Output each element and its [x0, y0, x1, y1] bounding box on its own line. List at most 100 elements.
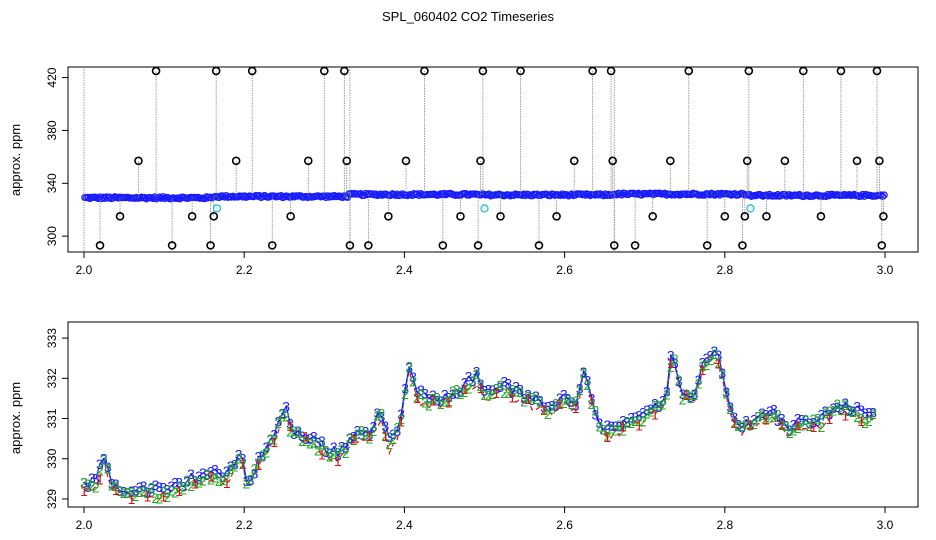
series-3-marker: 3	[136, 479, 144, 495]
series-3-marker: 3	[703, 350, 711, 366]
series-2-marker: 2	[576, 382, 584, 398]
series-2-marker: 2	[500, 385, 508, 401]
series-3-marker: 3	[580, 364, 588, 380]
series-2-marker: 2	[504, 385, 512, 401]
baseline-point	[159, 193, 167, 201]
series-3-marker: 3	[294, 423, 302, 439]
series-2-marker: 2	[433, 390, 441, 406]
outlier-point	[496, 212, 505, 221]
series-3-marker: 3	[663, 383, 671, 399]
series-2-marker: 2	[377, 406, 385, 422]
bottom-x-tick-label: 2.4	[396, 518, 413, 532]
series-3-marker: 3	[588, 390, 596, 406]
series-3-marker: 3	[120, 483, 128, 499]
outlier-point	[134, 156, 143, 166]
series-2-marker: 2	[163, 489, 171, 505]
series-3-marker: 3	[128, 483, 136, 499]
outlier-point	[608, 156, 617, 166]
series-2-marker: 2	[663, 386, 671, 402]
series-3-marker: 3	[635, 408, 643, 424]
series-3-marker: 3	[623, 415, 631, 431]
outlier-point	[345, 241, 355, 250]
series-3-marker: 3	[362, 424, 370, 440]
series-2-marker: 2	[326, 448, 334, 464]
series-1-marker: 1	[667, 355, 675, 371]
bottom-x-tick-label: 2.6	[556, 518, 573, 532]
bottom-y-tick-label: 333	[45, 328, 59, 348]
series-3-marker: 3	[370, 419, 378, 435]
series-2-marker: 2	[373, 407, 381, 423]
series-3-marker: 3	[825, 406, 833, 422]
series-2-marker: 2	[635, 413, 643, 429]
outlier-point	[231, 156, 241, 166]
series-3-marker: 3	[786, 422, 794, 438]
series-2-marker: 2	[548, 400, 556, 416]
series-1-marker: 1	[112, 482, 120, 498]
series-2-marker: 2	[393, 420, 401, 436]
bottom-x-tick-label: 3.0	[877, 518, 894, 532]
series-2-marker: 2	[865, 413, 873, 429]
series-3-marker: 3	[211, 461, 219, 477]
series-3-marker: 3	[481, 382, 489, 398]
outlier-point	[836, 66, 846, 76]
outlier-point	[762, 212, 771, 221]
series-3-marker: 3	[528, 392, 536, 408]
series-3-marker: 3	[140, 478, 148, 494]
baseline-point	[277, 191, 285, 200]
series-3-marker: 3	[346, 430, 354, 446]
top-panel: 2.0 2.2 2.4 2.6 2.8 3.0 300 340 380 420 approx. …	[8, 66, 919, 277]
series-2-marker: 2	[556, 396, 564, 412]
series-2-marker: 2	[810, 411, 818, 427]
baseline-point	[415, 191, 423, 200]
series-3-marker: 3	[259, 448, 267, 464]
series-3-marker: 3	[599, 422, 607, 438]
series-2-marker: 2	[255, 455, 263, 471]
outlier-point	[247, 66, 257, 76]
series-2-marker: 2	[588, 396, 596, 412]
series-3-marker: 3	[718, 365, 726, 381]
series-3-marker: 3	[199, 465, 207, 481]
series-1-marker: 1	[746, 417, 754, 433]
series-2-marker: 2	[758, 407, 766, 423]
series-3-marker: 3	[802, 412, 810, 428]
outlier-point	[552, 212, 561, 221]
series-3-marker: 3	[104, 459, 112, 475]
series-3-marker: 3	[203, 467, 211, 483]
baseline-point	[151, 193, 159, 201]
series-3-marker: 3	[524, 387, 532, 403]
series-1-marker: 1	[128, 491, 136, 507]
series-3-marker: 3	[417, 382, 425, 398]
series-3-marker: 3	[790, 416, 798, 432]
series-1-marker: 1	[492, 385, 500, 401]
baseline-point	[510, 191, 518, 199]
series-3-marker: 3	[544, 398, 552, 414]
series-2-marker: 2	[611, 423, 619, 439]
series-3-marker: 3	[278, 406, 286, 422]
outlier-point	[342, 156, 352, 166]
baseline-point	[109, 194, 117, 202]
series-1-marker: 1	[191, 475, 199, 491]
baseline-point	[878, 192, 887, 201]
baseline-point	[157, 194, 166, 202]
baseline-point	[618, 191, 626, 199]
outlier-point	[798, 66, 808, 76]
top-y-axis-label: approx. ppm	[8, 124, 23, 196]
series-3-marker: 3	[655, 399, 663, 415]
series-2-marker: 2	[358, 422, 366, 438]
baseline-point	[764, 192, 772, 200]
series-1-marker: 1	[223, 475, 231, 491]
series-3-marker: 3	[373, 405, 381, 421]
top-cyan-flags	[212, 204, 755, 213]
outlier-point	[438, 241, 448, 250]
series-2-marker: 2	[183, 472, 191, 488]
series-3-marker: 3	[603, 417, 611, 433]
series-2-marker: 2	[679, 391, 687, 407]
series-3-marker: 3	[350, 429, 358, 445]
series-3-marker: 3	[584, 373, 592, 389]
top-y-tick-label: 300	[45, 226, 59, 246]
series-2-marker: 2	[647, 404, 655, 420]
series-3-marker: 3	[116, 483, 124, 499]
series-3-marker: 3	[754, 409, 762, 425]
series-3-marker: 3	[572, 398, 580, 414]
series-3-marker: 3	[726, 399, 734, 415]
